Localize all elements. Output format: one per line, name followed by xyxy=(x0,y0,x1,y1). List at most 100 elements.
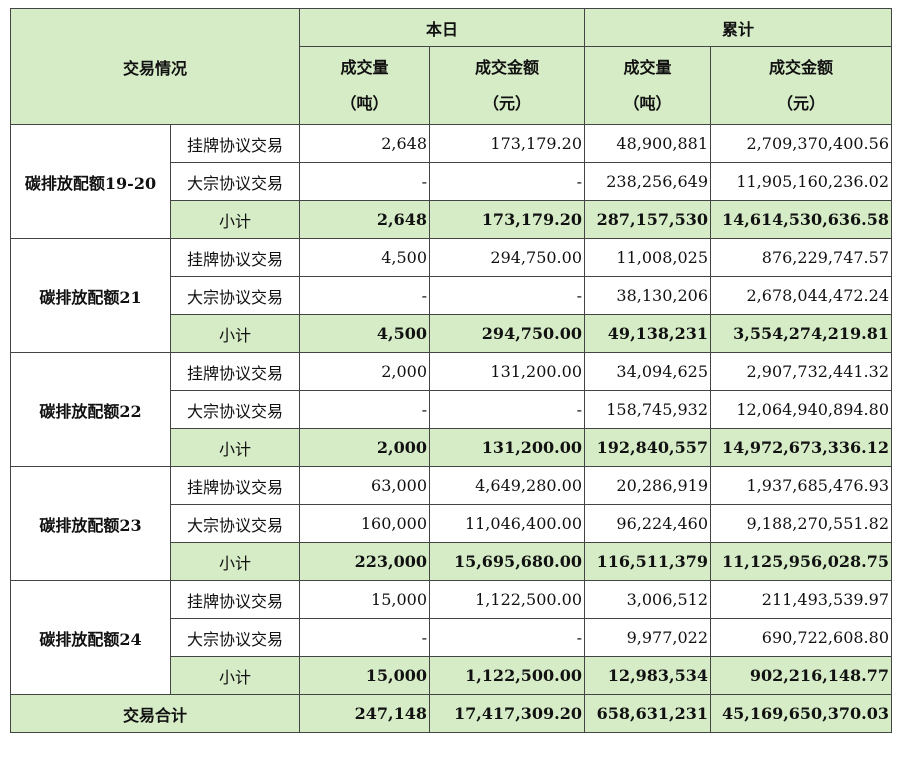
cumulative-volume-cell: 38,130,206 xyxy=(584,276,711,315)
subtotal-row: 小计 2,000 131,200.00 192,840,557 14,972,673,3… xyxy=(11,428,892,467)
table-body: 交易情况 本日 累计 成交量 （吨） 成交金额 （元） 成交量 （吨） 成交金额… xyxy=(10,8,892,733)
trade-type-label: 挂牌协议交易 xyxy=(170,466,300,505)
today-volume-cell: - xyxy=(299,390,430,429)
subtotal-today-amount-cell: 173,179.20 xyxy=(429,200,585,239)
subtotal-today-amount-cell: 131,200.00 xyxy=(429,428,585,467)
total-today-volume-cell: 247,148 xyxy=(299,694,430,733)
cumulative-group-header: 累计 xyxy=(584,8,892,47)
cumulative-amount-cell: 2,907,732,441.32 xyxy=(710,352,892,391)
today-group-header: 本日 xyxy=(299,8,585,47)
today-volume-cell: 2,000 xyxy=(299,352,430,391)
today-volume-header-unit: （吨） xyxy=(340,93,389,113)
subtotal-row: 小计 4,500 294,750.00 49,138,231 3,554,274,219… xyxy=(11,314,892,353)
today-amount-cell: 173,179.20 xyxy=(429,124,585,163)
allowance-group-name: 碳排放配额24 xyxy=(10,580,171,695)
subtotal-cumulative-volume-cell: 116,511,379 xyxy=(584,542,711,581)
today-volume-cell: - xyxy=(299,162,430,201)
cumulative-volume-cell: 96,224,460 xyxy=(584,504,711,543)
cumulative-volume-header-label: 成交量 xyxy=(623,57,672,77)
today-volume-cell: 4,500 xyxy=(299,238,430,277)
table-row: 碳排放配额24 挂牌协议交易 15,000 1,122,500.00 3,006,512… xyxy=(10,580,892,695)
total-row: 交易合计 247,148 17,417,309.20 658,631,231 45,16… xyxy=(10,694,892,733)
subtotal-cumulative-amount-cell: 14,614,530,636.58 xyxy=(710,200,892,239)
today-amount-cell: - xyxy=(429,618,585,657)
cumulative-volume-cell: 9,977,022 xyxy=(584,618,711,657)
cumulative-amount-cell: 2,678,044,472.24 xyxy=(710,276,892,315)
subtotal-row: 小计 223,000 15,695,680.00 116,511,379 11,125,… xyxy=(11,542,892,581)
today-volume-header: 成交量 （吨） xyxy=(299,46,430,125)
today-volume-cell: 15,000 xyxy=(299,580,430,619)
subtotal-cumulative-volume-cell: 49,138,231 xyxy=(584,314,711,353)
subtotal-today-volume-cell: 2,000 xyxy=(299,428,430,467)
subtotal-today-volume-cell: 4,500 xyxy=(299,314,430,353)
cumulative-amount-cell: 211,493,539.97 xyxy=(710,580,892,619)
cumulative-volume-cell: 48,900,881 xyxy=(584,124,711,163)
total-cumulative-amount-cell: 45,169,650,370.03 xyxy=(710,694,892,733)
subtotal-label: 小计 xyxy=(170,314,300,353)
cumulative-amount-header-label: 成交金额 xyxy=(768,57,833,77)
subtotal-cumulative-amount-cell: 14,972,673,336.12 xyxy=(710,428,892,467)
today-amount-header-label: 成交金额 xyxy=(474,57,539,77)
trading-summary-table: 交易情况 本日 累计 成交量 （吨） 成交金额 （元） 成交量 （吨） 成交金额… xyxy=(10,8,892,733)
subtotal-cumulative-amount-cell: 11,125,956,028.75 xyxy=(710,542,892,581)
cumulative-amount-header: 成交金额 （元） xyxy=(710,46,892,125)
subtotal-today-amount-cell: 1,122,500.00 xyxy=(429,656,585,695)
total-label: 交易合计 xyxy=(10,694,300,733)
today-volume-cell: 2,648 xyxy=(299,124,430,163)
cumulative-volume-cell: 238,256,649 xyxy=(584,162,711,201)
trade-type-label: 大宗协议交易 xyxy=(170,504,300,543)
subtotal-today-volume-cell: 223,000 xyxy=(299,542,430,581)
subtotal-label: 小计 xyxy=(170,542,300,581)
trade-type-label: 大宗协议交易 xyxy=(170,162,300,201)
cumulative-amount-cell: 690,722,608.80 xyxy=(710,618,892,657)
corner-header: 交易情况 xyxy=(10,8,300,125)
today-amount-cell: 11,046,400.00 xyxy=(429,504,585,543)
table-row: 大宗协议交易 - -238,256,649 11,905,160,236.02 xyxy=(11,162,892,201)
subtotal-today-amount-cell: 294,750.00 xyxy=(429,314,585,353)
table-row: 碳排放配额21 挂牌协议交易 4,500 294,750.00 11,008,025 87… xyxy=(10,238,892,353)
allowance-group-name: 碳排放配额19-20 xyxy=(10,124,171,239)
total-today-amount-cell: 17,417,309.20 xyxy=(429,694,585,733)
table-row: 碳排放配额22 挂牌协议交易 2,000 131,200.00 34,094,625 2,… xyxy=(10,352,892,467)
table-row: 大宗协议交易 - -38,130,206 2,678,044,472.24 xyxy=(11,276,892,315)
subtotal-label: 小计 xyxy=(170,200,300,239)
table-row: 碳排放配额19-20 挂牌协议交易 2,648 173,179.20 48,900,88… xyxy=(10,124,892,239)
header-row-sub: 成交量 （吨） 成交金额 （元） 成交量 （吨） 成交金额 （元） xyxy=(11,46,892,125)
trade-type-label: 挂牌协议交易 xyxy=(170,124,300,163)
cumulative-amount-header-unit: （元） xyxy=(776,93,825,113)
trade-type-label: 挂牌协议交易 xyxy=(170,238,300,277)
cumulative-amount-cell: 876,229,747.57 xyxy=(710,238,892,277)
subtotal-today-volume-cell: 2,648 xyxy=(299,200,430,239)
cumulative-volume-header: 成交量 （吨） xyxy=(584,46,711,125)
today-amount-cell: - xyxy=(429,276,585,315)
today-amount-cell: - xyxy=(429,162,585,201)
trade-type-label: 挂牌协议交易 xyxy=(170,580,300,619)
header-row-top: 交易情况 本日 累计 xyxy=(10,8,892,125)
subtotal-cumulative-amount-cell: 902,216,148.77 xyxy=(710,656,892,695)
trade-type-label: 挂牌协议交易 xyxy=(170,352,300,391)
today-amount-cell: - xyxy=(429,390,585,429)
subtotal-cumulative-volume-cell: 287,157,530 xyxy=(584,200,711,239)
today-amount-cell: 131,200.00 xyxy=(429,352,585,391)
cumulative-volume-cell: 3,006,512 xyxy=(584,580,711,619)
cumulative-amount-cell: 12,064,940,894.80 xyxy=(710,390,892,429)
subtotal-today-volume-cell: 15,000 xyxy=(299,656,430,695)
cumulative-amount-cell: 1,937,685,476.93 xyxy=(710,466,892,505)
subtotal-cumulative-amount-cell: 3,554,274,219.81 xyxy=(710,314,892,353)
cumulative-amount-cell: 11,905,160,236.02 xyxy=(710,162,892,201)
table-row: 大宗协议交易 - -9,977,022 690,722,608.80 xyxy=(11,618,892,657)
cumulative-amount-cell: 9,188,270,551.82 xyxy=(710,504,892,543)
trade-type-label: 大宗协议交易 xyxy=(170,618,300,657)
cumulative-volume-cell: 20,286,919 xyxy=(584,466,711,505)
allowance-group-name: 碳排放配额21 xyxy=(10,238,171,353)
subtotal-label: 小计 xyxy=(170,428,300,467)
subtotal-row: 小计 2,648 173,179.20 287,157,530 14,614,530,6… xyxy=(11,200,892,239)
cumulative-volume-header-unit: （吨） xyxy=(623,93,672,113)
trade-type-label: 大宗协议交易 xyxy=(170,276,300,315)
table-row: 大宗协议交易 160,000 11,046,400.00 96,224,460 9,18… xyxy=(11,504,892,543)
today-volume-cell: 160,000 xyxy=(299,504,430,543)
table-row: 大宗协议交易 - -158,745,932 12,064,940,894.80 xyxy=(11,390,892,429)
table-row: 碳排放配额23 挂牌协议交易 63,000 4,649,280.00 20,286,91… xyxy=(10,466,892,581)
today-volume-cell: - xyxy=(299,618,430,657)
trade-type-label: 大宗协议交易 xyxy=(170,390,300,429)
